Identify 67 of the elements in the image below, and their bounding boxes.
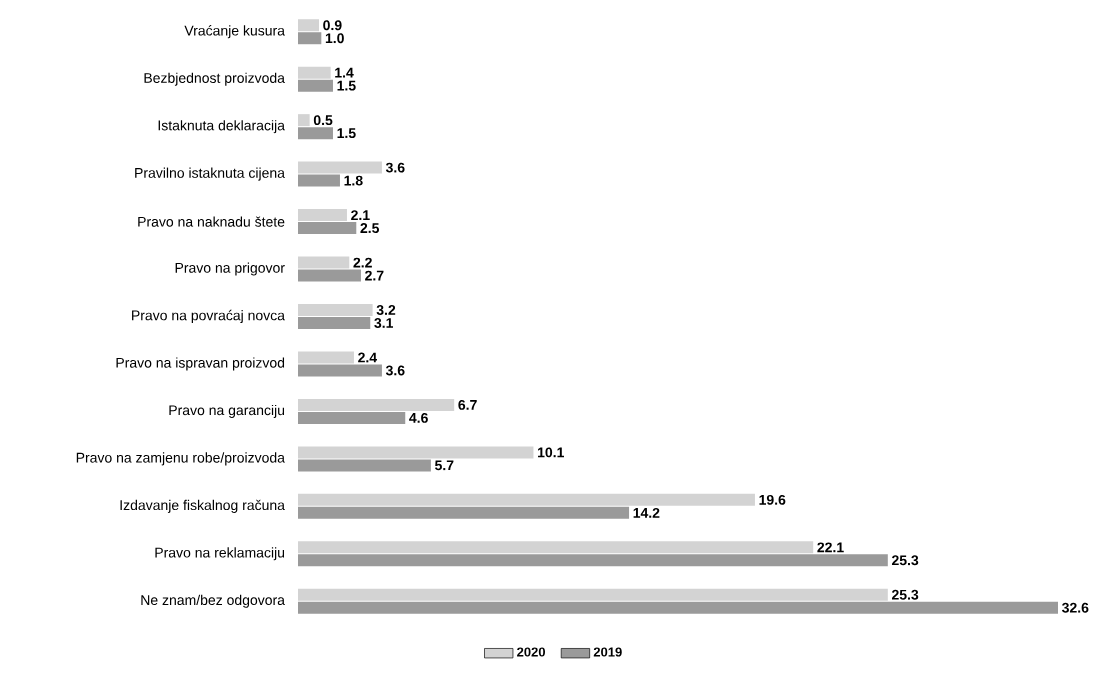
y-tick-label: Vraćanje kusura xyxy=(184,25,285,39)
bar xyxy=(298,506,630,519)
data-label: 3.1 xyxy=(374,318,394,328)
y-tick-label: Pravo na naknadu štete xyxy=(138,216,285,227)
legend-label: 2020 xyxy=(517,647,545,657)
data-label: 6.7 xyxy=(458,399,477,410)
bar xyxy=(298,316,371,329)
data-label: 14.2 xyxy=(633,507,660,518)
data-label: 3.2 xyxy=(376,305,396,315)
y-tick-label: Istaknuta deklaracija xyxy=(158,120,285,134)
bar xyxy=(298,19,319,32)
bar xyxy=(298,222,357,235)
data-label: 25.3 xyxy=(891,589,919,600)
bar xyxy=(298,269,361,282)
data-label: 2.7 xyxy=(365,270,384,281)
data-label: 19.6 xyxy=(759,494,786,505)
y-tick-label: Pravo na reklamaciju xyxy=(155,547,285,561)
y-tick-label: Izdavanje fiskalnog računa xyxy=(120,499,285,513)
bar xyxy=(298,32,322,45)
data-label: 0.5 xyxy=(313,115,333,126)
legend-label: 2019 xyxy=(593,647,622,657)
bar xyxy=(298,114,310,127)
data-label: 1.5 xyxy=(337,80,356,91)
y-tick-label: Pravo na zamjenu robe/proizvoda xyxy=(76,452,285,466)
bar xyxy=(298,79,333,92)
data-label: 32.6 xyxy=(1061,602,1089,613)
y-tick-label: Pravo na prigovor xyxy=(175,262,285,276)
bar xyxy=(298,588,888,601)
data-label: 2.4 xyxy=(358,352,378,363)
data-label: 0.9 xyxy=(323,20,342,31)
bar xyxy=(298,66,331,79)
y-tick-label: Pravo na povraćaj novca xyxy=(132,309,285,324)
bar xyxy=(298,601,1058,614)
data-label: 2.5 xyxy=(360,223,380,234)
bar xyxy=(298,554,888,567)
bar xyxy=(298,411,406,424)
bar xyxy=(298,304,373,316)
data-label: 22.1 xyxy=(817,542,844,553)
data-label: 3.6 xyxy=(385,162,405,173)
bar xyxy=(298,446,534,459)
bar xyxy=(298,209,347,222)
data-label: 4.6 xyxy=(409,412,428,423)
y-tick-label: Pravo na garanciju xyxy=(169,404,285,418)
y-tick-label: Bezbjednost proizvoda xyxy=(144,72,285,86)
data-label: 5.7 xyxy=(434,460,454,471)
y-tick-label: Pravo na ispravan proizvod xyxy=(116,357,285,371)
bar xyxy=(298,351,354,364)
bar xyxy=(298,398,455,411)
y-tick-label: Pravilno istaknuta cijena xyxy=(135,167,285,181)
bar xyxy=(298,174,340,187)
data-label: 1.0 xyxy=(325,33,344,44)
data-label: 2.1 xyxy=(351,210,370,220)
bar xyxy=(298,493,755,506)
bar xyxy=(298,256,350,269)
bar xyxy=(298,541,814,554)
bar xyxy=(298,161,382,174)
data-label: 1.5 xyxy=(337,128,356,139)
bar xyxy=(298,459,431,472)
data-label: 25.3 xyxy=(891,555,919,566)
bar xyxy=(298,127,333,140)
bar xyxy=(298,364,382,377)
data-label: 3.6 xyxy=(385,365,405,376)
data-label: 1.8 xyxy=(344,175,363,186)
data-label: 1.4 xyxy=(335,67,354,78)
data-label: 2.2 xyxy=(353,257,372,268)
data-label: 10.1 xyxy=(538,447,564,458)
y-tick-label: Ne znam/bez odgovora xyxy=(141,594,285,608)
